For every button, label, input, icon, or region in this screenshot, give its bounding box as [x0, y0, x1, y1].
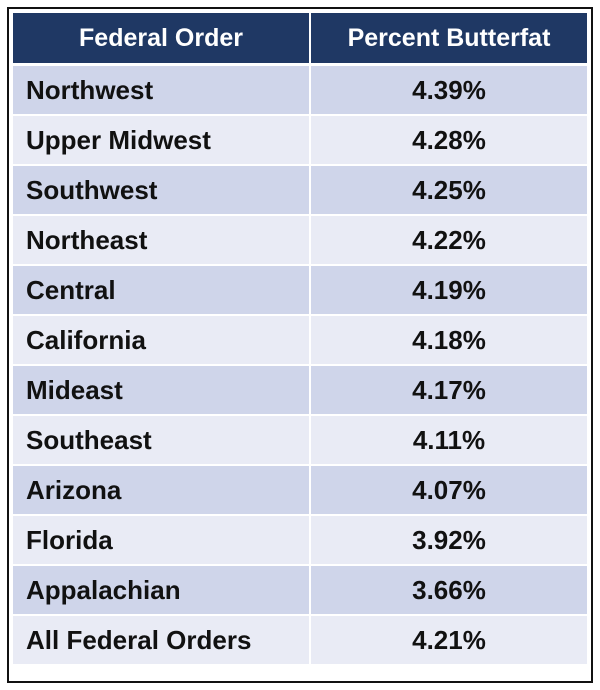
table-body: Northwest 4.39% Upper Midwest 4.28% Southwes… [13, 64, 587, 666]
table-row: Central 4.19% [13, 265, 587, 316]
percent-cell: 4.11% [310, 415, 587, 466]
butterfat-table: Federal Order Percent Butterfat Northwes… [13, 13, 587, 666]
table-row: Mideast 4.17% [13, 365, 587, 416]
percent-cell: 4.07% [310, 465, 587, 516]
region-cell: Northwest [13, 64, 311, 116]
table-row: Upper Midwest 4.28% [13, 115, 587, 166]
table-row: Florida 3.92% [13, 515, 587, 566]
percent-cell: 4.18% [310, 315, 587, 366]
percent-cell: 4.39% [310, 64, 587, 116]
region-cell: Appalachian [13, 565, 311, 616]
region-cell: All Federal Orders [13, 615, 311, 666]
percent-cell: 4.25% [310, 165, 587, 216]
percent-cell: 4.28% [310, 115, 587, 166]
percent-cell: 4.17% [310, 365, 587, 416]
region-cell: California [13, 315, 311, 366]
region-cell: Arizona [13, 465, 311, 516]
percent-cell: 3.66% [310, 565, 587, 616]
table-row: California 4.18% [13, 315, 587, 366]
table-row: Southeast 4.11% [13, 415, 587, 466]
percent-cell: 3.92% [310, 515, 587, 566]
table-frame: Federal Order Percent Butterfat Northwes… [7, 7, 593, 683]
column-header-percent-butterfat: Percent Butterfat [310, 13, 587, 66]
percent-cell: 4.22% [310, 215, 587, 266]
region-cell: Southwest [13, 165, 311, 216]
table-row: Appalachian 3.66% [13, 565, 587, 616]
region-cell: Mideast [13, 365, 311, 416]
region-cell: Southeast [13, 415, 311, 466]
region-cell: Central [13, 265, 311, 316]
region-cell: Florida [13, 515, 311, 566]
table-row: Northwest 4.39% [13, 64, 587, 116]
percent-cell: 4.19% [310, 265, 587, 316]
table-row: Northeast 4.22% [13, 215, 587, 266]
header-row: Federal Order Percent Butterfat [13, 13, 587, 66]
percent-cell: 4.21% [310, 615, 587, 666]
region-cell: Northeast [13, 215, 311, 266]
table-row: All Federal Orders 4.21% [13, 615, 587, 666]
column-header-federal-order: Federal Order [13, 13, 311, 66]
table-row: Southwest 4.25% [13, 165, 587, 216]
region-cell: Upper Midwest [13, 115, 311, 166]
table-row: Arizona 4.07% [13, 465, 587, 516]
